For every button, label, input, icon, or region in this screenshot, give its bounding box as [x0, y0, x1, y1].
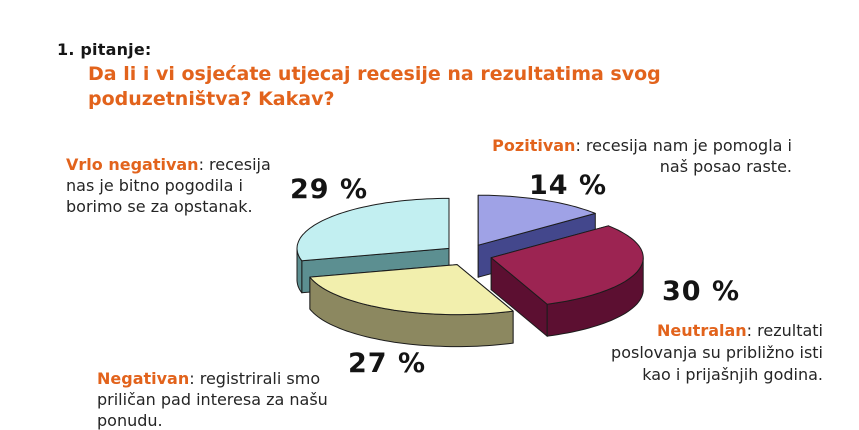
- callout-neutralan: Neutralan: rezultati poslovanja su pribl…: [611, 320, 823, 386]
- callout-vrlo-negativan: Vrlo negativan: recesija nas je bitno po…: [66, 155, 271, 217]
- callout-pozitivan-text: : recesija nam je pomogla i naš posao ra…: [575, 136, 792, 176]
- question-number: 1. pitanje:: [57, 40, 152, 59]
- pct-label-negativan: 27 %: [348, 348, 427, 379]
- callout-negativan-text: : registrirali smo priličan pad interesa…: [97, 369, 328, 430]
- callout-neutralan-text: : rezultati poslovanja su približno isti…: [611, 321, 823, 385]
- pct-label-neutralan: 30 %: [662, 276, 741, 307]
- pie-slice-neutralan: [490, 225, 644, 337]
- pie-slice-negativan-top: [309, 264, 514, 316]
- callout-pozitivan-term: Pozitivan: [492, 136, 576, 155]
- pie-slice-neutralan-top: [490, 225, 644, 305]
- callout-negativan-term: Negativan: [97, 369, 190, 388]
- callout-vrlo-negativan-text: : recesija nas je bitno pogodila i borim…: [66, 155, 271, 216]
- pie-slice-negativan: [309, 264, 514, 348]
- pie-slice-pozitivan-top: [477, 194, 596, 246]
- callout-negativan: Negativan: registrirali smo priličan pad…: [97, 369, 328, 430]
- pct-label-vrlo-negativan: 29 %: [290, 174, 369, 205]
- callout-vrlo-negativan-term: Vrlo negativan: [66, 155, 199, 174]
- question-title: Da li i vi osjećate utjecaj recesije na …: [88, 63, 661, 111]
- pct-label-pozitivan: 14 %: [529, 170, 608, 201]
- pie-slice-vrlo-negativan-top: [296, 197, 450, 262]
- callout-pozitivan: Pozitivan: recesija nam je pomogla i naš…: [492, 136, 792, 178]
- callout-neutralan-term: Neutralan: [657, 321, 747, 340]
